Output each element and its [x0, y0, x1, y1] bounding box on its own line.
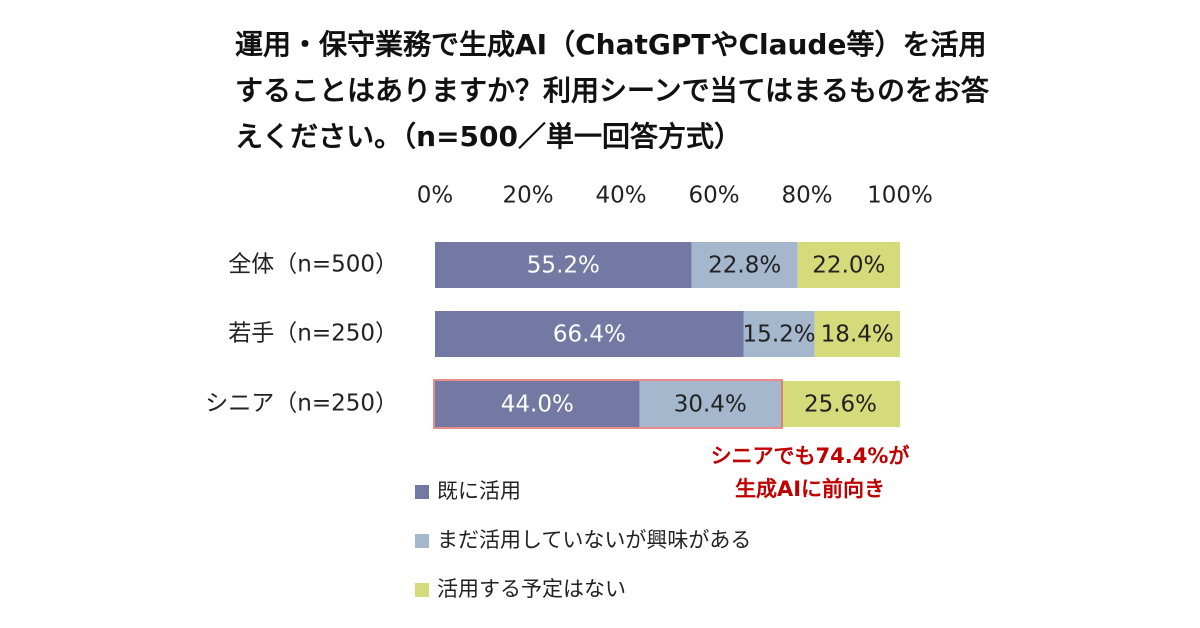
x-tick-label: 80% [781, 183, 832, 209]
value-label: 22.0% [812, 253, 885, 279]
legend-label: 活用する予定はない [437, 577, 626, 601]
value-label: 15.2% [743, 322, 816, 348]
bar-segment [639, 381, 781, 427]
highlight-box [433, 379, 783, 429]
legend-label: まだ活用していないが興味がある [437, 528, 751, 552]
x-tick-label: 20% [502, 183, 553, 209]
legend-swatch [415, 534, 429, 548]
bar-segment [435, 381, 640, 427]
value-label: 25.6% [804, 392, 877, 418]
x-tick-label: 0% [417, 183, 454, 209]
category-label: シニア（n=250） [205, 391, 398, 417]
x-tick-label: 100% [867, 183, 933, 209]
annotation: 生成AIに前向き [735, 477, 885, 501]
bar-segment [780, 381, 900, 427]
bar-segment [435, 242, 692, 288]
bar-segment [743, 311, 815, 357]
x-tick-label: 40% [595, 183, 646, 209]
legend-label: 既に活用 [437, 479, 521, 503]
value-label: 55.2% [527, 253, 600, 279]
legend-swatch [415, 485, 429, 499]
annotation: シニアでも74.4%が [711, 444, 910, 468]
category-label: 若手（n=250） [228, 321, 398, 347]
legend-swatch [415, 583, 429, 597]
value-label: 44.0% [501, 392, 574, 418]
bar-segment [691, 242, 798, 288]
bar-segment [435, 311, 744, 357]
value-label: 22.8% [708, 253, 781, 279]
bar-segment [797, 242, 900, 288]
value-label: 30.4% [674, 392, 747, 418]
value-label: 18.4% [821, 322, 894, 348]
category-label: 全体（n=500） [228, 252, 398, 278]
value-label: 66.4% [553, 322, 626, 348]
x-tick-label: 60% [688, 183, 739, 209]
chart-title: 運用・保守業務で生成AI（ChatGPTやClaude等）を活用することはありま… [235, 28, 990, 153]
bar-segment [814, 311, 900, 357]
